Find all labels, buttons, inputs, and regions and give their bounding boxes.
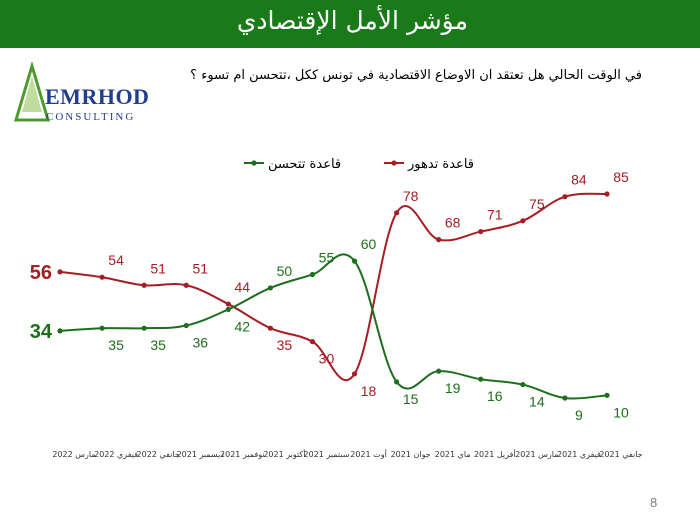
series-line-deteriorate	[59, 192, 608, 382]
x-tick-label-6: أوت 2021	[350, 449, 387, 459]
survey-question: في الوقت الحالي هل تعتقد ان الاوضاع الاق…	[190, 68, 642, 83]
legend-label-0: قاعدة تدهور	[407, 157, 474, 172]
logo-name: EMRHOD	[45, 84, 150, 109]
x-tick-label-0: جانفي 2021	[599, 450, 642, 459]
label-deteriorate-5: 78	[403, 188, 419, 204]
label-improve-2: 14	[529, 394, 545, 410]
label-deteriorate-7: 30	[319, 351, 335, 367]
label-deteriorate-8: 35	[277, 337, 293, 353]
label-improve-11: 35	[150, 337, 166, 353]
x-tick-label-12: فيفري 2022	[94, 450, 138, 459]
x-tick-label-9: نوفمبر 2021	[220, 450, 265, 459]
label-improve-13: 34	[30, 321, 53, 343]
title-bar: مؤشر الأمل الإقتصادي	[0, 0, 700, 48]
label-deteriorate-11: 51	[150, 260, 166, 276]
label-deteriorate-1: 84	[571, 172, 587, 188]
x-tick-label-10: ديسمبر 2021	[177, 450, 225, 459]
point-improve-13	[57, 328, 63, 334]
label-improve-4: 19	[445, 380, 461, 396]
point-improve-11	[141, 325, 147, 331]
label-deteriorate-10: 51	[192, 260, 208, 276]
label-improve-6: 60	[361, 236, 377, 252]
point-improve-2	[520, 381, 526, 388]
point-improve-6	[351, 258, 358, 264]
x-tick-label-2: مارس 2021	[515, 450, 558, 459]
label-improve-3: 16	[487, 388, 503, 404]
point-improve-9	[225, 306, 231, 313]
x-tick-label-8: أكتوبر 2021	[263, 449, 305, 459]
x-tick-label-7: سبتمبر 2021	[304, 450, 350, 459]
point-improve-4	[436, 368, 442, 374]
legend-label-1: قاعدة تتحسن	[268, 157, 341, 172]
page-number: 8	[650, 495, 658, 510]
point-deteriorate-3	[478, 228, 484, 235]
x-tick-label-13: مارس 2022	[52, 450, 95, 459]
point-improve-12	[99, 325, 105, 331]
label-deteriorate-12: 54	[108, 252, 124, 268]
legend-marker-0	[391, 160, 397, 166]
point-deteriorate-7	[309, 339, 316, 345]
page-title: مؤشر الأمل الإقتصادي	[236, 6, 468, 35]
label-improve-9: 42	[235, 318, 251, 334]
point-improve-7	[309, 271, 316, 278]
point-deteriorate-2	[520, 218, 526, 224]
point-improve-3	[478, 376, 484, 382]
x-tick-label-11: جانفي 2022	[137, 450, 180, 459]
label-deteriorate-6: 18	[361, 383, 377, 399]
company-logo: EMRHOD CONSULTING	[10, 62, 150, 130]
label-deteriorate-3: 71	[487, 207, 503, 223]
x-tick-label-5: جوان 2021	[391, 450, 431, 459]
label-improve-10: 36	[192, 335, 208, 351]
point-improve-10	[183, 322, 189, 329]
label-deteriorate-4: 68	[445, 215, 461, 231]
point-improve-5	[394, 379, 400, 385]
point-deteriorate-12	[99, 274, 105, 280]
point-deteriorate-10	[183, 282, 189, 288]
point-deteriorate-0	[604, 191, 610, 197]
label-deteriorate-13: 56	[30, 262, 52, 284]
label-improve-1: 9	[575, 407, 583, 423]
label-deteriorate-9: 44	[235, 279, 251, 295]
point-deteriorate-11	[141, 282, 147, 288]
logo-subtitle: CONSULTING	[46, 111, 136, 123]
series-line-improve	[59, 253, 608, 400]
point-deteriorate-13	[57, 269, 63, 275]
point-improve-1	[562, 395, 568, 401]
point-improve-0	[604, 392, 610, 398]
x-tick-label-4: ماي 2021	[435, 450, 471, 459]
label-improve-8: 50	[277, 263, 293, 279]
label-improve-12: 35	[108, 337, 124, 353]
chart-legend: قاعدة تدهور قاعدة تتحسن	[244, 157, 474, 172]
label-deteriorate-2: 75	[529, 196, 545, 212]
label-improve-7: 55	[319, 250, 335, 266]
point-deteriorate-9	[225, 301, 231, 307]
point-deteriorate-6	[351, 371, 358, 377]
x-tick-label-3: أفريل 2021	[474, 449, 516, 459]
x-tick-label-1: فيفري 2021	[557, 450, 601, 459]
point-deteriorate-1	[562, 194, 568, 200]
label-improve-0: 10	[613, 404, 629, 420]
point-deteriorate-5	[394, 210, 400, 216]
point-deteriorate-8	[267, 325, 273, 331]
label-deteriorate-0: 85	[613, 169, 629, 185]
label-improve-5: 15	[403, 391, 419, 407]
legend-marker-1	[251, 160, 257, 166]
logo-triangle-icon	[13, 62, 51, 122]
point-improve-8	[267, 285, 273, 291]
point-deteriorate-4	[436, 237, 442, 243]
